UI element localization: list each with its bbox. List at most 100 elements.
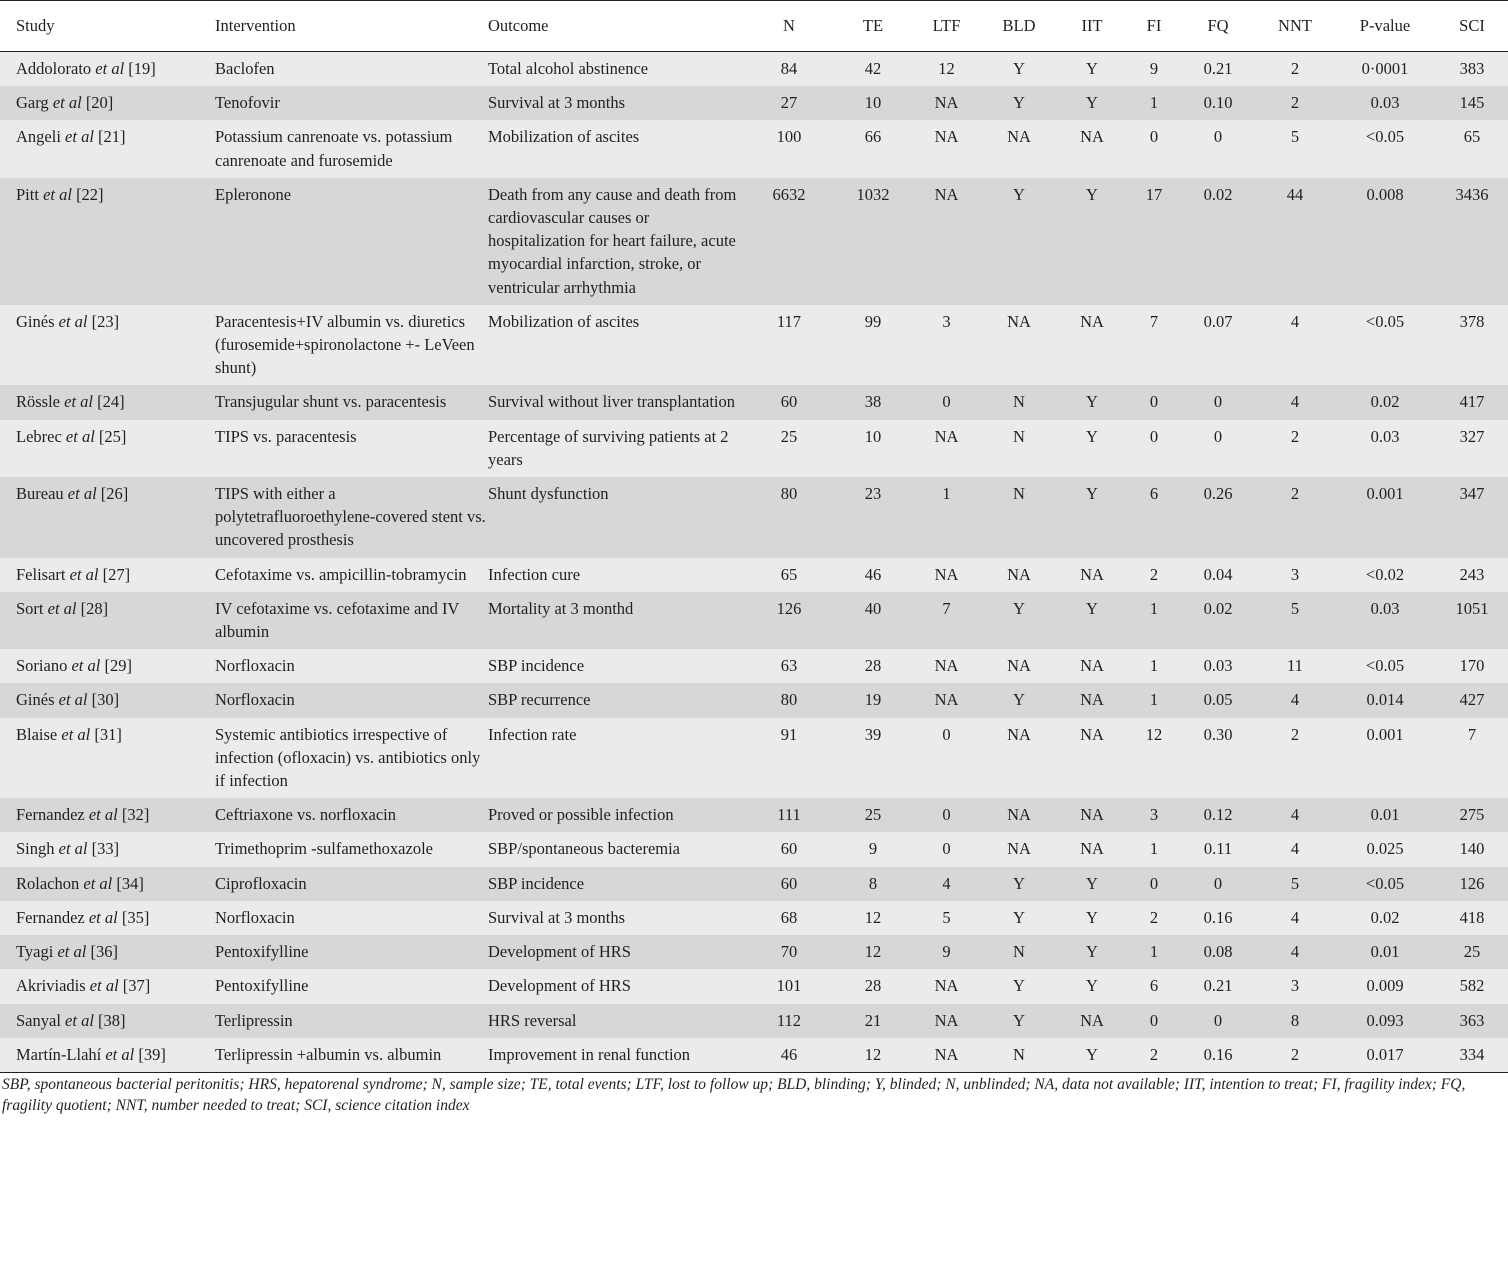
p-value-cell: 0.025 — [1334, 832, 1436, 867]
iit-cell: NA — [1056, 832, 1128, 867]
te-cell: 8 — [835, 866, 911, 901]
p-value-cell: 0.009 — [1334, 969, 1436, 1004]
sci-cell: 363 — [1436, 1003, 1508, 1038]
study-ref: [26] — [100, 484, 129, 504]
nnt-cell: 44 — [1256, 177, 1334, 305]
n-cell: 101 — [743, 969, 835, 1004]
sci-cell: 65 — [1436, 120, 1508, 178]
study-etal: et al — [83, 873, 113, 893]
study-cell: Bureau et al [26] — [0, 477, 215, 558]
study-author: Garg — [16, 93, 49, 113]
column-header-bld: BLD — [982, 0, 1056, 52]
table-row: Ginés et al [23] Paracentesis+IV albumin … — [0, 304, 1508, 386]
fi-cell: 2 — [1128, 900, 1180, 936]
n-cell: 100 — [743, 120, 835, 178]
study-etal: et al — [65, 1010, 94, 1030]
intervention-cell: Systemic antibiotics irrespective of inf… — [215, 717, 488, 799]
study-etal: et al — [64, 392, 94, 412]
study-etal: et al — [69, 564, 99, 584]
study-author: Pitt — [16, 184, 39, 204]
iit-cell: NA — [1056, 1003, 1128, 1038]
iit-cell: NA — [1056, 120, 1128, 178]
intervention-cell: Cefotaxime vs. ampicillin-tobramycin — [215, 557, 488, 592]
ltf-cell: 0 — [911, 798, 982, 833]
ltf-cell: NA — [911, 649, 982, 684]
iit-cell: Y — [1056, 935, 1128, 970]
nnt-cell: 3 — [1256, 969, 1334, 1004]
ltf-cell: NA — [911, 683, 982, 718]
bld-cell: Y — [982, 591, 1056, 650]
nnt-cell: 2 — [1256, 1037, 1334, 1073]
fq-cell: 0.03 — [1180, 649, 1256, 684]
te-cell: 21 — [835, 1003, 911, 1038]
study-author: Tyagi — [16, 942, 54, 962]
intervention-cell: TIPS with either a polytetrafluoroethyle… — [215, 477, 488, 558]
iit-cell: Y — [1056, 969, 1128, 1004]
bld-cell: N — [982, 477, 1056, 558]
sci-cell: 275 — [1436, 798, 1508, 833]
ltf-cell: 12 — [911, 51, 982, 87]
study-ref: [27] — [102, 564, 131, 584]
nnt-cell: 3 — [1256, 557, 1334, 592]
ltf-cell: NA — [911, 1037, 982, 1073]
study-etal: et al — [88, 907, 118, 927]
column-header-iit: IIT — [1056, 0, 1128, 52]
iit-cell: Y — [1056, 385, 1128, 420]
study-ref: [22] — [76, 184, 104, 204]
n-cell: 46 — [743, 1037, 835, 1073]
fi-cell: 1 — [1128, 832, 1180, 867]
table-row: Fernandez et al [32] Ceftriaxone vs. norf… — [0, 798, 1508, 833]
study-etal: et al — [88, 805, 118, 825]
bld-cell: N — [982, 419, 1056, 478]
ltf-cell: 9 — [911, 935, 982, 970]
p-value-cell: 0.017 — [1334, 1037, 1436, 1073]
sci-cell: 25 — [1436, 935, 1508, 970]
nnt-cell: 2 — [1256, 51, 1334, 87]
bld-cell: Y — [982, 683, 1056, 718]
fq-cell: 0.26 — [1180, 477, 1256, 558]
te-cell: 12 — [835, 900, 911, 936]
fq-cell: 0.16 — [1180, 900, 1256, 936]
table-row: Lebrec et al [25] TIPS vs. paracentesis Pe… — [0, 419, 1508, 478]
table-footnote: SBP, spontaneous bacterial peritonitis; … — [2, 1075, 1466, 1115]
iit-cell: NA — [1056, 683, 1128, 718]
ltf-cell: 0 — [911, 717, 982, 799]
bld-cell: Y — [982, 177, 1056, 305]
iit-cell: Y — [1056, 1037, 1128, 1073]
study-author: Lebrec — [16, 426, 62, 446]
study-author: Sort — [16, 598, 44, 618]
study-author: Fernandez — [16, 805, 85, 825]
fi-cell: 1 — [1128, 86, 1180, 121]
p-value-cell: 0.03 — [1334, 591, 1436, 650]
n-cell: 60 — [743, 832, 835, 867]
n-cell: 112 — [743, 1003, 835, 1038]
study-author: Felisart — [16, 564, 66, 584]
nnt-cell: 5 — [1256, 120, 1334, 178]
sci-cell: 1051 — [1436, 591, 1508, 650]
n-cell: 25 — [743, 419, 835, 478]
study-author: Blaise — [16, 724, 58, 744]
fi-cell: 9 — [1128, 51, 1180, 87]
te-cell: 1032 — [835, 177, 911, 305]
iit-cell: Y — [1056, 419, 1128, 478]
ltf-cell: 0 — [911, 385, 982, 420]
study-cell: Felisart et al [27] — [0, 557, 215, 592]
sci-cell: 383 — [1436, 51, 1508, 87]
study-cell: Fernandez et al [32] — [0, 798, 215, 833]
study-ref: [38] — [98, 1010, 126, 1030]
ltf-cell: NA — [911, 1003, 982, 1038]
column-header-p-value: P-value — [1334, 0, 1436, 52]
te-cell: 10 — [835, 419, 911, 478]
study-ref: [24] — [97, 392, 125, 412]
bld-cell: Y — [982, 51, 1056, 87]
study-cell: Singh et al [33] — [0, 832, 215, 867]
bld-cell: NA — [982, 557, 1056, 592]
sci-cell: 418 — [1436, 900, 1508, 936]
fragility-index-table: Study Intervention Outcome N TE LTF BLD IIT FI FQ… — [0, 0, 1508, 1073]
outcome-cell: Improvement in renal function — [488, 1037, 743, 1073]
n-cell: 126 — [743, 591, 835, 650]
outcome-cell: Total alcohol abstinence — [488, 51, 743, 87]
fq-cell: 0.02 — [1180, 591, 1256, 650]
study-author: Akriviadis — [16, 976, 86, 996]
study-ref: [34] — [116, 873, 144, 893]
